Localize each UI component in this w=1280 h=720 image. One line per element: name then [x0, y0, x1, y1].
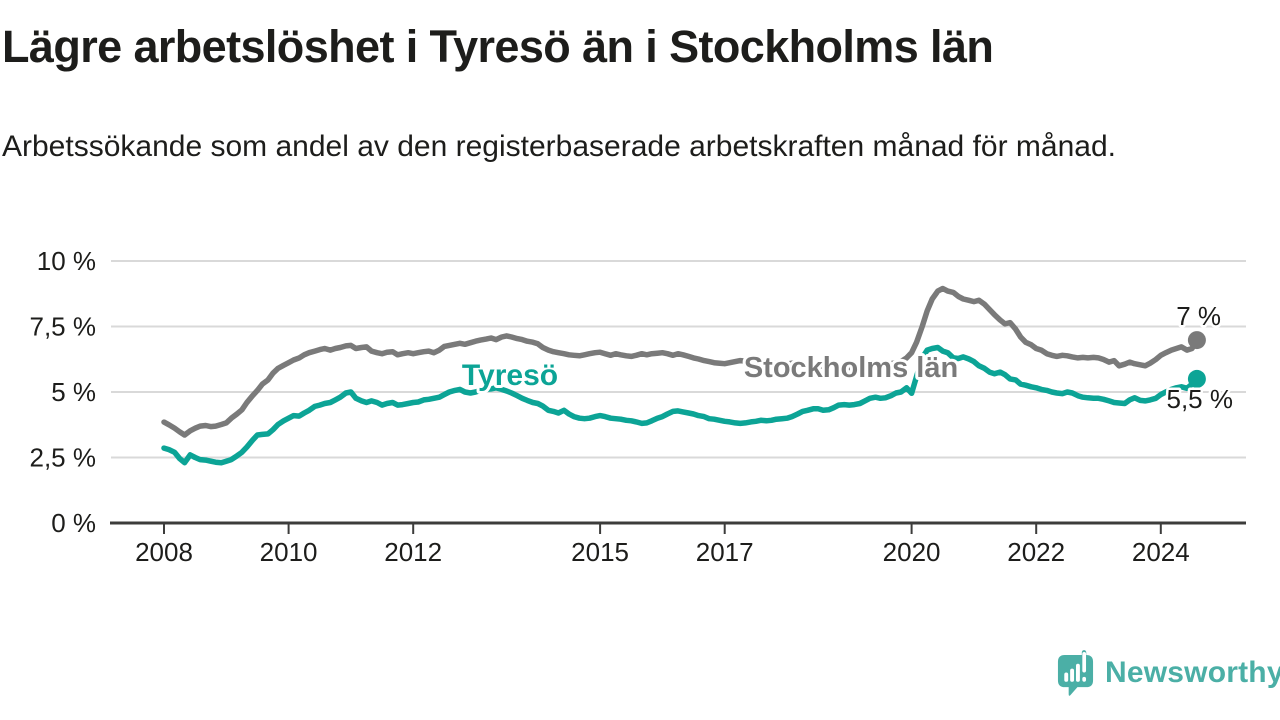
x-label-2017: 2017 — [696, 537, 754, 567]
series-line-tyreso — [161, 344, 1200, 466]
x-label-2015: 2015 — [571, 537, 629, 567]
chart-subtitle: Arbetssökande som andel av den registerb… — [2, 130, 1116, 163]
series-end-dot-stockholm — [1187, 331, 1206, 350]
x-label-2024: 2024 — [1132, 537, 1190, 567]
x-axis-labels: 2008 2010 2012 2015 2017 2020 2022 2024 — [135, 537, 1190, 567]
y-label-10: 10 % — [37, 246, 96, 276]
y-axis-labels: 10 % 7,5 % 5 % 2,5 % 0 % — [30, 246, 97, 538]
series-label-stockholm: Stockholms län — [744, 352, 958, 384]
x-label-2008: 2008 — [135, 537, 193, 567]
end-value-label-stockholm: 7 % — [1176, 301, 1221, 331]
x-label-2012: 2012 — [384, 537, 442, 567]
newsworthy-logo-icon — [1057, 650, 1094, 696]
series-line-stockholm — [161, 285, 1200, 438]
y-label-7-5: 7,5 % — [30, 312, 97, 342]
series-label-tyreso: Tyresö — [462, 359, 558, 392]
x-label-2022: 2022 — [1007, 537, 1065, 567]
series-end-dot-tyreso — [1187, 369, 1206, 388]
x-label-2020: 2020 — [883, 537, 941, 567]
y-label-2-5: 2,5 % — [30, 443, 97, 473]
x-label-2010: 2010 — [260, 537, 318, 567]
newsworthy-logo: Newsworthy — [1056, 649, 1280, 697]
series-layer — [161, 285, 1206, 466]
page-title: Lägre arbetslöshet i Tyresö än i Stockho… — [2, 21, 994, 72]
x-axis-ticks — [163, 524, 1162, 534]
end-value-label-tyreso: 5,5 % — [1167, 384, 1234, 414]
y-label-0: 0 % — [51, 508, 96, 538]
newsworthy-logo-text: Newsworthy — [1105, 656, 1280, 689]
y-label-5: 5 % — [51, 377, 96, 407]
